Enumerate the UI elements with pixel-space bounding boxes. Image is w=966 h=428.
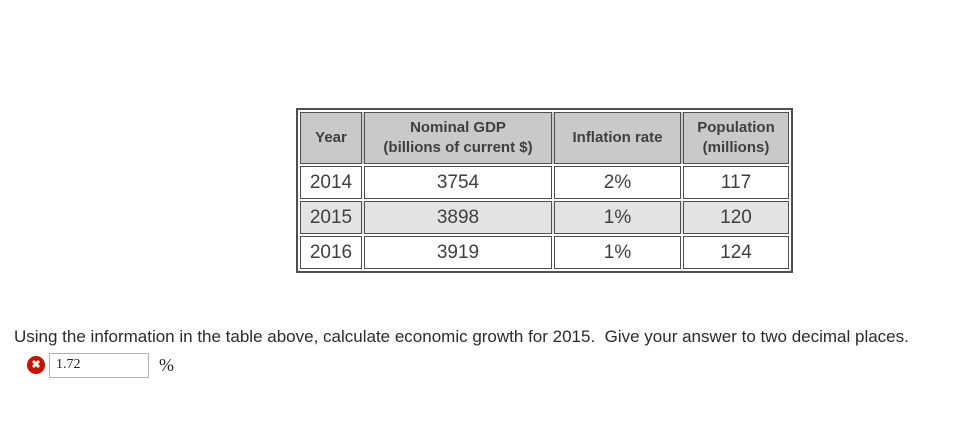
incorrect-x-icon: ✖ — [27, 356, 45, 374]
cell-population: 120 — [683, 201, 789, 234]
gdp-data-table: Year Nominal GDP (billions of current $)… — [296, 108, 793, 273]
header-cell-population: Population (millions) — [683, 112, 789, 164]
percent-unit-label: % — [159, 354, 174, 375]
question-text: Using the information in the table above… — [14, 327, 909, 346]
table-row-2016: 2016 3919 1% 124 — [300, 236, 789, 269]
cell-year: 2015 — [300, 201, 362, 234]
table-row-2014: 2014 3754 2% 117 — [300, 166, 789, 199]
answer-input[interactable] — [49, 352, 149, 378]
header-cell-nominal-gdp: Nominal GDP (billions of current $) — [364, 112, 552, 164]
cell-gdp: 3754 — [364, 166, 552, 199]
table-row-2015: 2015 3898 1% 120 — [300, 201, 789, 234]
cell-gdp: 3919 — [364, 236, 552, 269]
cell-year: 2016 — [300, 236, 362, 269]
cell-inflation: 1% — [554, 201, 681, 234]
answer-row: ✖ % — [27, 352, 174, 378]
cell-inflation: 1% — [554, 236, 681, 269]
cell-gdp: 3898 — [364, 201, 552, 234]
cell-population: 117 — [683, 166, 789, 199]
table-header-row: Year Nominal GDP (billions of current $)… — [300, 112, 789, 164]
header-cell-year: Year — [300, 112, 362, 164]
cell-population: 124 — [683, 236, 789, 269]
cell-inflation: 2% — [554, 166, 681, 199]
cell-year: 2014 — [300, 166, 362, 199]
header-cell-inflation-rate: Inflation rate — [554, 112, 681, 164]
